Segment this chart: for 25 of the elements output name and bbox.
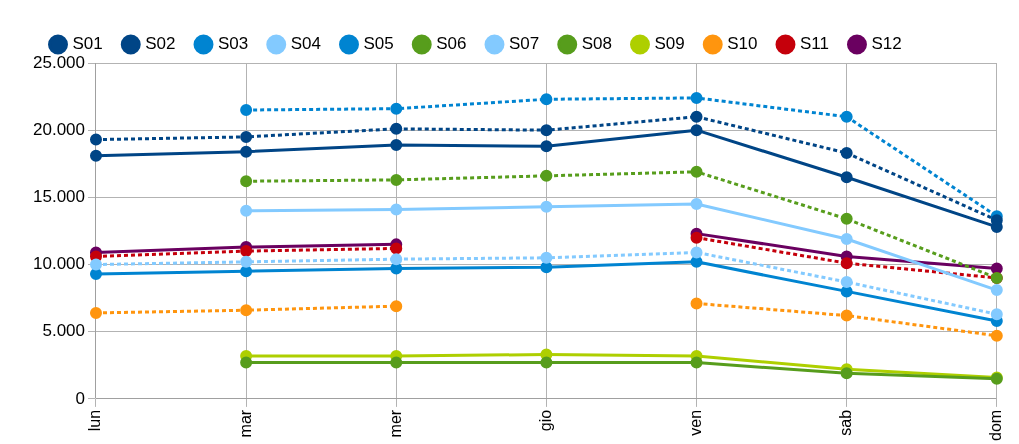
x-tick-label: sab [837,409,855,436]
legend-label: S06 [436,34,467,54]
x-tick-label: gio [536,409,554,432]
x-tick-label: ven [686,409,704,436]
y-tick-label: 15.000 [33,187,85,207]
legend-label: S07 [508,34,540,54]
x-tick-label: mar [236,409,254,438]
y-tick-label: 5.000 [42,321,85,341]
y-tick-label: 20.000 [33,119,85,139]
y-tick-label: 0 [75,388,85,408]
legend-label: S09 [654,34,685,54]
legend-label: S01 [72,34,103,54]
legend-label: S10 [727,34,758,54]
legend-label: S04 [290,34,321,54]
x-tick-label: lun [86,409,104,432]
legend-label: S11 [799,34,829,54]
x-tick-label: dom [987,409,1005,441]
legend-label: S08 [581,34,612,54]
legend-label: S12 [871,34,902,54]
x-tick-label: mer [386,409,404,438]
legend-label: S03 [218,34,249,54]
legend-label: S02 [145,34,176,54]
legend-label: S05 [363,34,394,54]
y-tick-label: 10.000 [33,254,85,274]
y-tick-label: 25.000 [33,52,85,72]
